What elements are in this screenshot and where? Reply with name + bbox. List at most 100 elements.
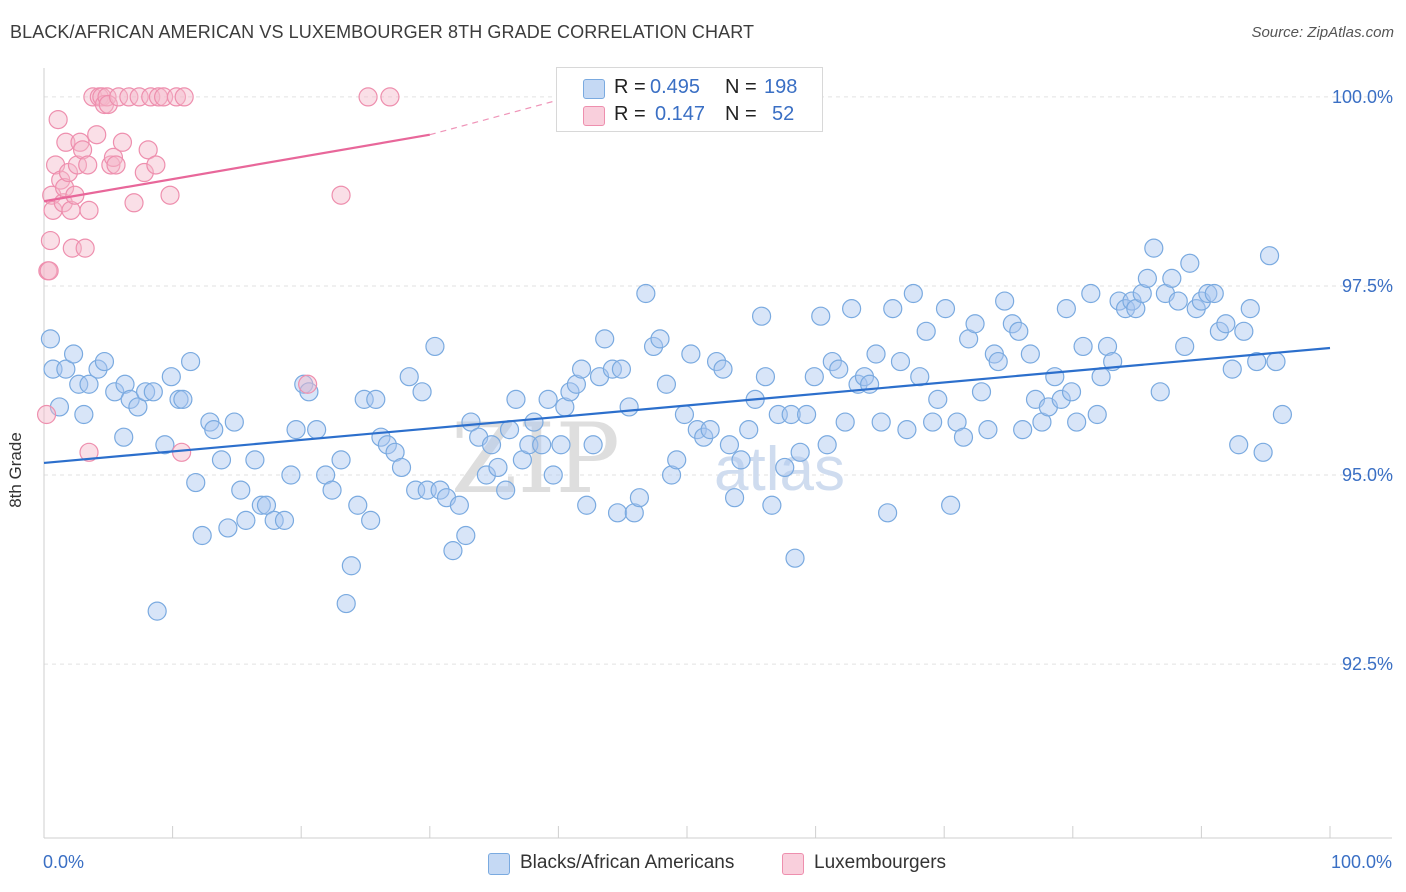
point-blacks: [425, 336, 445, 357]
point-blacks: [928, 389, 948, 409]
point-luxembourgers: [172, 442, 192, 462]
point-blacks: [88, 359, 108, 379]
point-luxembourgers: [87, 125, 107, 145]
point-luxembourgers: [48, 109, 68, 130]
point-blacks: [566, 374, 587, 394]
point-luxembourgers: [78, 155, 98, 175]
point-luxembourgers: [103, 147, 124, 168]
point-blacks: [611, 359, 632, 379]
legend-swatch-pink: [782, 853, 804, 875]
point-blacks: [643, 336, 664, 357]
point-luxembourgers: [67, 155, 88, 175]
legend-r-value: 0.147: [655, 103, 706, 125]
point-luxembourgers: [106, 155, 126, 175]
point-blacks: [204, 420, 224, 440]
point-luxembourgers: [98, 94, 118, 115]
watermark: ZIP atlas: [451, 403, 845, 515]
point-luxembourgers: [138, 140, 158, 160]
trendline-luxembourgers: [43, 133, 430, 203]
point-blacks: [995, 291, 1015, 311]
point-blacks: [978, 420, 998, 440]
point-blacks: [988, 351, 1008, 372]
point-blacks: [700, 420, 720, 440]
point-blacks: [583, 435, 603, 455]
point-blacks: [161, 367, 181, 387]
point-blacks: [1091, 367, 1111, 387]
point-blacks: [817, 435, 837, 455]
point-blacks: [74, 404, 94, 425]
point-luxembourgers: [160, 185, 180, 205]
point-blacks: [636, 283, 656, 304]
point-luxembourgers: [72, 140, 93, 160]
point-blacks: [1045, 367, 1065, 387]
point-blacks: [155, 435, 175, 455]
point-blacks: [40, 329, 61, 349]
point-blacks: [883, 299, 903, 319]
point-blacks: [532, 435, 552, 455]
point-blacks: [1150, 382, 1170, 402]
legend-n-label: N =: [725, 103, 757, 125]
point-blacks: [656, 374, 677, 394]
point-blacks: [147, 601, 167, 621]
point-blacks: [231, 480, 251, 500]
point-blacks: [336, 593, 356, 614]
point-blacks: [719, 435, 740, 455]
point-blacks: [120, 389, 140, 409]
point-blacks: [739, 420, 759, 440]
point-blacks: [971, 382, 992, 402]
correlation-legend: R = 0.495 N = 198 R = 0.147 N = 52: [556, 67, 823, 132]
point-blacks: [443, 541, 463, 561]
point-blacks: [94, 351, 115, 372]
point-blacks: [674, 404, 695, 425]
point-luxembourgers: [166, 87, 187, 107]
point-blacks: [1013, 420, 1033, 440]
legend-swatch-blue: [488, 853, 510, 875]
point-blacks: [506, 389, 526, 409]
point-blacks: [1144, 238, 1164, 258]
point-luxembourgers: [129, 87, 149, 107]
legend-n-value: 198: [764, 76, 798, 98]
point-luxembourgers: [92, 87, 112, 107]
point-luxembourgers: [358, 87, 378, 107]
point-luxembourgers: [79, 200, 99, 220]
y-tick-label: 92.5%: [1342, 654, 1393, 674]
point-luxembourgers: [108, 87, 129, 107]
point-blacks: [1051, 389, 1071, 409]
point-blacks: [595, 329, 615, 349]
point-luxembourgers: [146, 155, 166, 175]
legend-row-blacks: R = 0.495 N = 198: [557, 75, 822, 101]
point-blacks: [577, 495, 597, 515]
point-blacks: [1073, 336, 1093, 357]
point-luxembourgers: [75, 238, 95, 258]
point-blacks: [1137, 268, 1157, 288]
point-blacks: [63, 344, 84, 364]
point-blacks: [115, 374, 135, 394]
point-blacks: [322, 480, 342, 500]
point-blacks: [871, 412, 891, 432]
watermark-atlas: atlas: [714, 435, 845, 504]
point-blacks: [251, 495, 271, 515]
trend-lines: [43, 96, 1331, 465]
point-blacks: [143, 382, 163, 402]
point-blacks: [114, 427, 134, 447]
point-blacks: [1259, 246, 1280, 266]
legend-label-luxembourgers: Luxembourgers: [814, 852, 947, 873]
point-blacks: [1204, 283, 1224, 304]
point-blacks: [681, 344, 701, 364]
point-blacks: [1222, 359, 1242, 379]
point-luxembourgers: [79, 442, 99, 462]
data-points: [36, 87, 1293, 621]
point-blacks: [551, 435, 571, 455]
point-blacks: [706, 351, 727, 372]
point-blacks: [866, 344, 886, 364]
point-blacks: [661, 465, 682, 485]
point-blacks: [822, 351, 842, 372]
point-blacks: [935, 299, 956, 319]
point-blacks: [1240, 299, 1260, 319]
point-blacks: [1266, 351, 1286, 372]
point-blacks: [1002, 314, 1022, 334]
point-blacks: [755, 367, 776, 387]
point-blacks: [762, 495, 782, 515]
legend-swatch-blue: [583, 79, 605, 99]
